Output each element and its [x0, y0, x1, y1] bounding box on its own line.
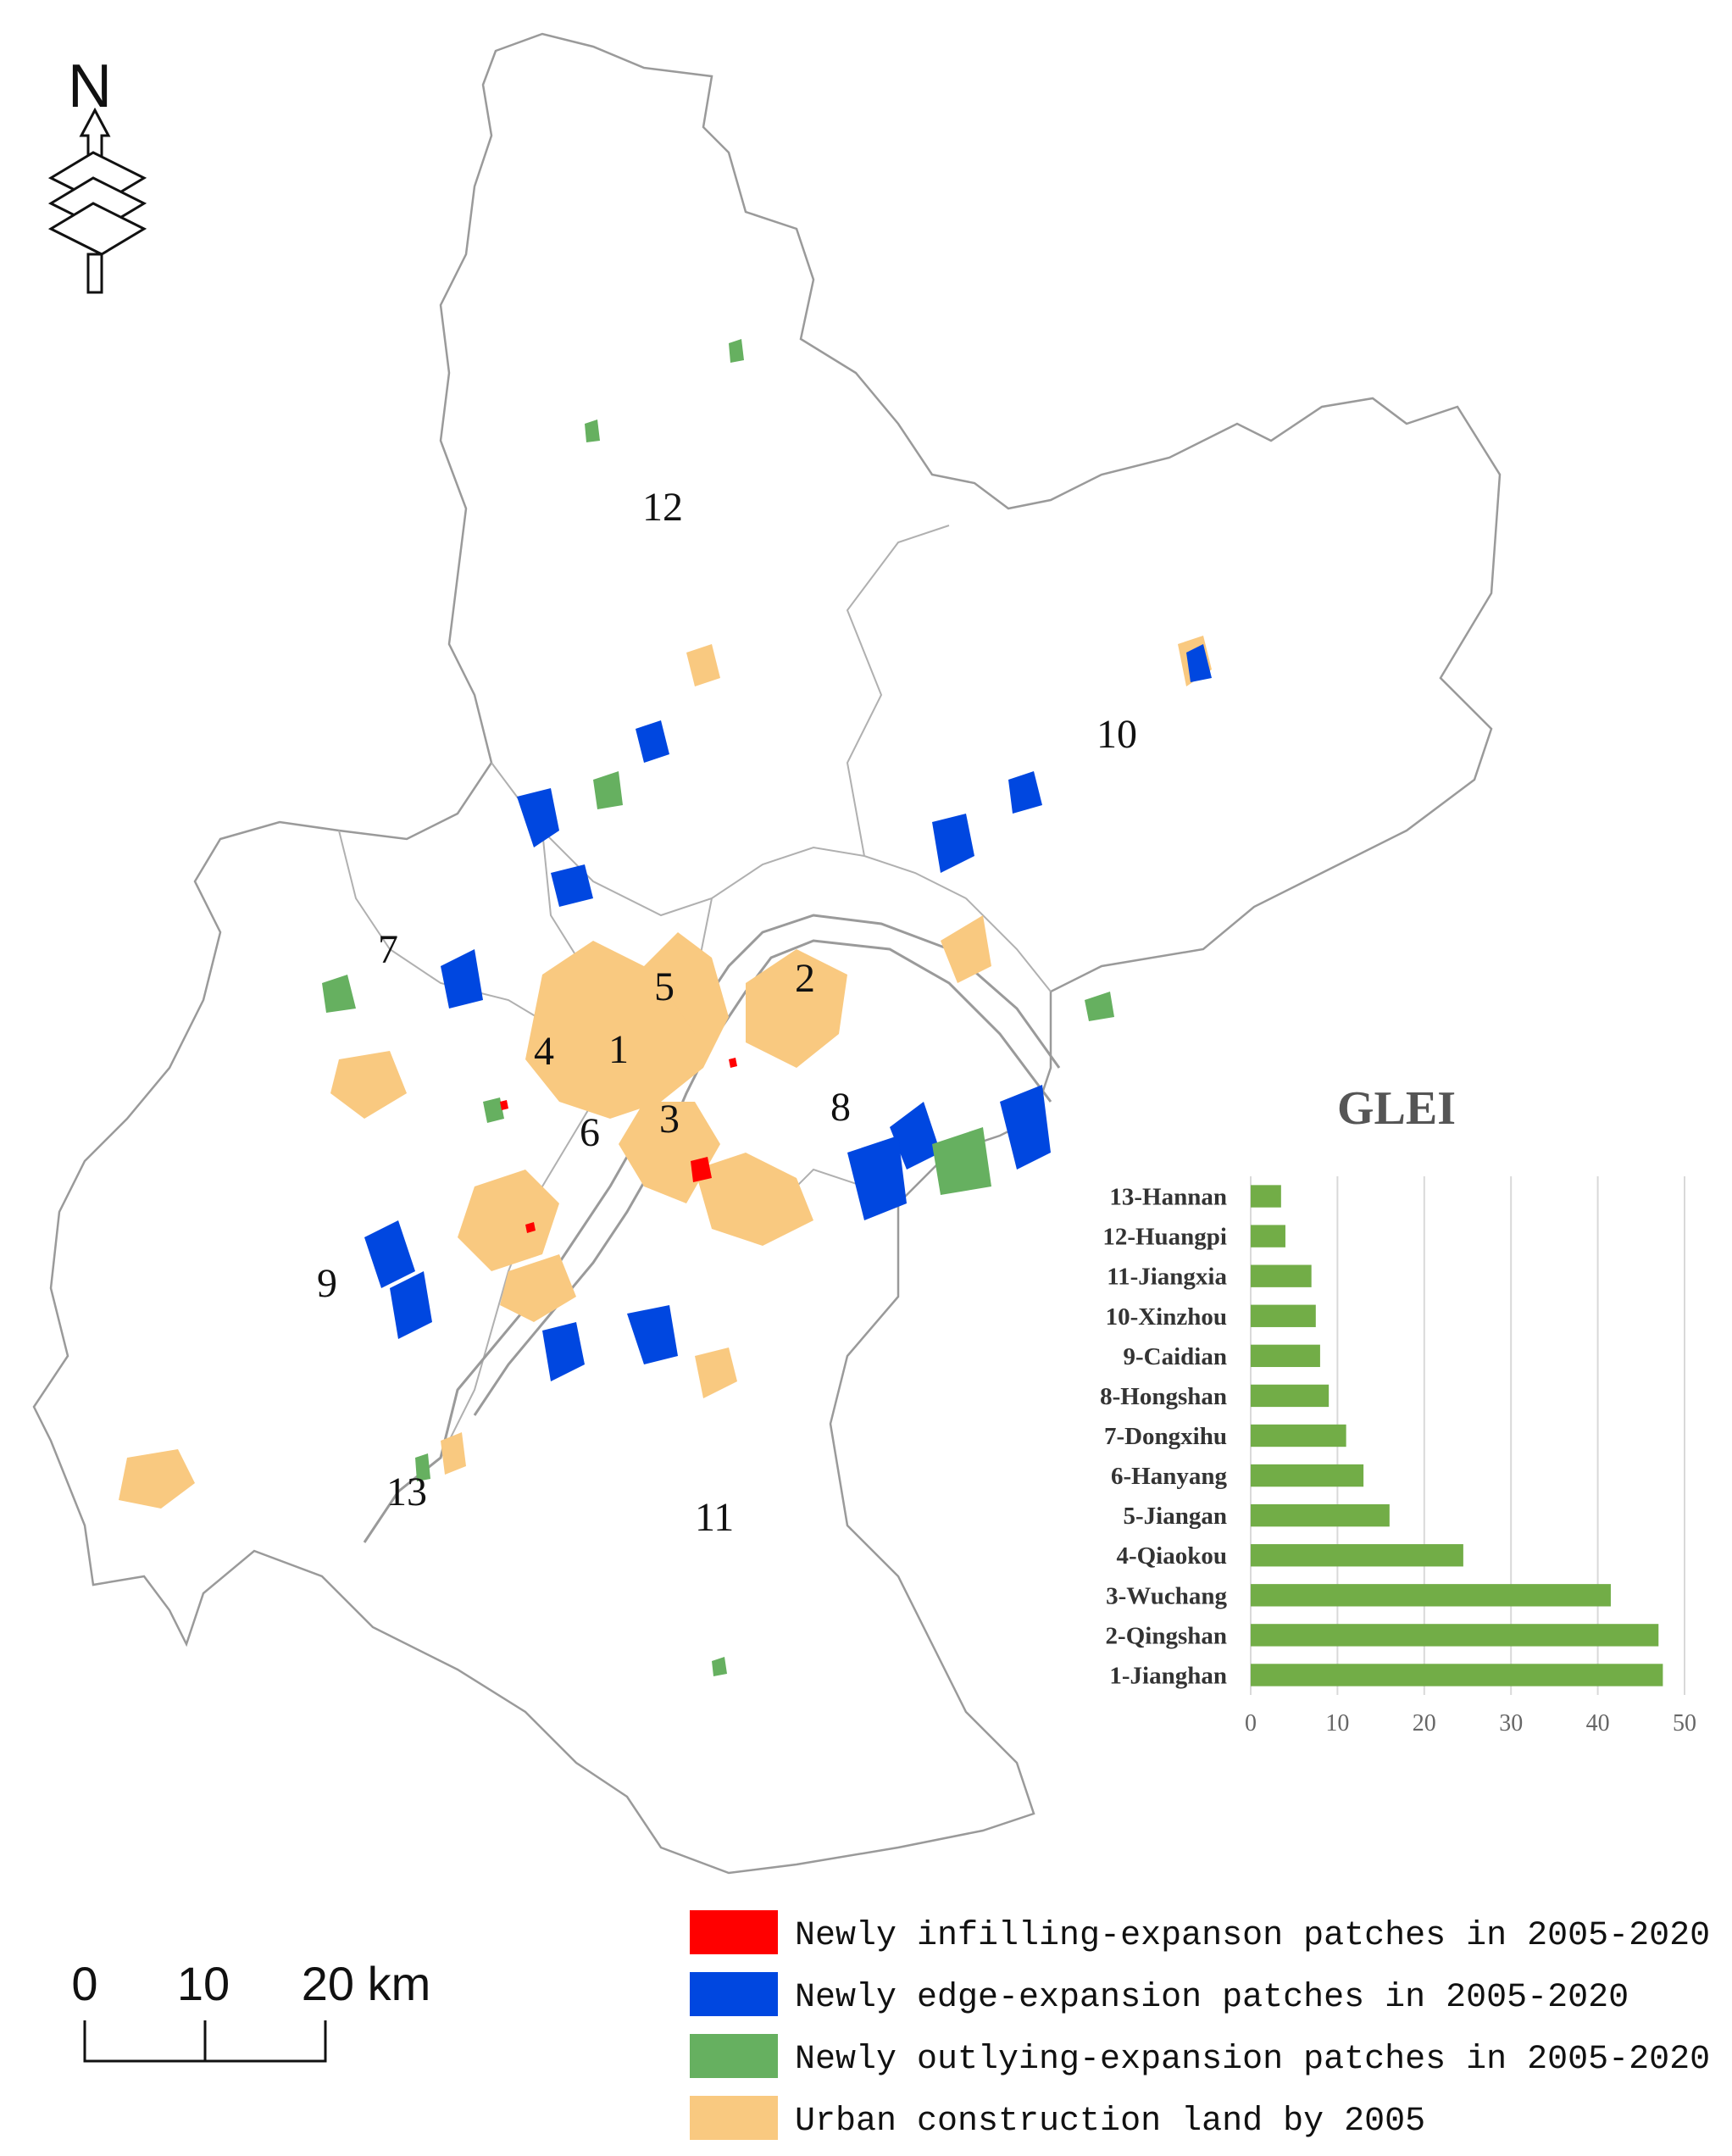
legend-swatch	[690, 2034, 778, 2078]
chart-tick-label: 20	[1413, 1710, 1436, 1736]
chart-category-label: 2-Qingshan	[1106, 1622, 1227, 1649]
infilling-expansion-layer	[500, 1058, 737, 1233]
chart-category-label: 4-Qiaokou	[1116, 1542, 1227, 1570]
scale-label-10: 10	[177, 1957, 230, 2010]
chart-category-label: 6-Hanyang	[1111, 1463, 1227, 1490]
chart-tick-label: 50	[1673, 1710, 1696, 1736]
district-number: 8	[830, 1085, 851, 1130]
district-number: 3	[659, 1097, 680, 1142]
chart-category-label: 9-Caidian	[1124, 1343, 1227, 1370]
district-number: 11	[695, 1495, 734, 1540]
chart-tick-label: 10	[1325, 1710, 1349, 1736]
legend-swatch	[690, 1910, 778, 1954]
map-legend: Newly infilling-expanson patches in 2005…	[690, 1910, 1710, 2141]
chart-category-label: 3-Wuchang	[1106, 1582, 1227, 1609]
chart-bar	[1251, 1185, 1281, 1208]
chart-tick-labels: 0 10 20 30 40 50	[1245, 1710, 1696, 1736]
district-number: 6	[580, 1110, 600, 1155]
chart-category-label: 11-Jiangxia	[1107, 1264, 1227, 1291]
legend-label: Newly outlying-expansion patches in 2005…	[795, 2041, 1710, 2079]
chart-category-labels: 13-Hannan 12-Huangpi 11-Jiangxia 10-Xinzhou…	[1100, 1184, 1227, 1690]
district-number: 4	[534, 1029, 554, 1074]
edge-expansion-layer	[364, 644, 1212, 1381]
district-number: 1	[608, 1027, 629, 1072]
north-arrow-icon: N	[47, 53, 147, 294]
chart-title: GLEI	[1337, 1082, 1456, 1135]
legend-swatch	[690, 1972, 778, 2016]
glei-bar-chart: GLEI 13-Hannan 12-Huangpi 11-Jiangxia 10-Xi…	[1100, 1082, 1696, 1736]
chart-bar	[1251, 1264, 1312, 1287]
chart-bar	[1251, 1384, 1330, 1408]
chart-category-label: 13-Hannan	[1109, 1184, 1227, 1211]
chart-bar	[1251, 1344, 1320, 1368]
chart-bar	[1251, 1464, 1364, 1487]
chart-category-label: 12-Huangpi	[1102, 1224, 1227, 1251]
chart-tick-label: 0	[1245, 1710, 1257, 1736]
legend-label: Newly infilling-expanson patches in 2005…	[795, 1917, 1710, 1955]
chart-category-label: 8-Hongshan	[1100, 1383, 1227, 1410]
district-number: 9	[317, 1261, 337, 1306]
district-labels: 1 2 3 4 5 6 7 8 9 10 11 12 13	[317, 485, 1137, 1540]
chart-bar	[1251, 1544, 1463, 1567]
chart-tick-label: 30	[1499, 1710, 1523, 1736]
chart-bar	[1251, 1225, 1285, 1247]
chart-category-label: 1-Jianghan	[1109, 1662, 1227, 1689]
legend-label: Urban construction land by 2005	[795, 2103, 1425, 2141]
district-number: 12	[642, 485, 683, 530]
chart-tick-label: 40	[1586, 1710, 1610, 1736]
legend-label: Newly edge-expansion patches in 2005-202…	[795, 1979, 1629, 2017]
scale-label-0: 0	[71, 1957, 97, 2010]
chart-bar	[1251, 1304, 1316, 1327]
chart-category-label: 5-Jiangan	[1124, 1503, 1227, 1530]
outlying-expansion-layer	[322, 339, 1114, 1676]
scale-label-20: 20 km	[302, 1957, 431, 2010]
district-number: 10	[1096, 712, 1137, 757]
district-number: 7	[378, 927, 398, 972]
chart-bars	[1251, 1185, 1663, 1686]
district-number: 5	[654, 964, 674, 1009]
legend-swatch	[690, 2096, 778, 2140]
chart-bar	[1251, 1624, 1659, 1647]
chart-category-label: 10-Xinzhou	[1106, 1303, 1227, 1331]
chart-bar	[1251, 1424, 1346, 1448]
scale-bar: 0 10 20 km	[71, 1957, 431, 2063]
chart-bar	[1251, 1584, 1611, 1607]
chart-category-label: 7-Dongxihu	[1104, 1423, 1227, 1450]
chart-bar	[1251, 1503, 1390, 1527]
chart-bar	[1251, 1664, 1663, 1686]
north-label: N	[68, 53, 112, 120]
district-number: 2	[795, 956, 815, 1001]
district-number: 13	[386, 1470, 427, 1514]
